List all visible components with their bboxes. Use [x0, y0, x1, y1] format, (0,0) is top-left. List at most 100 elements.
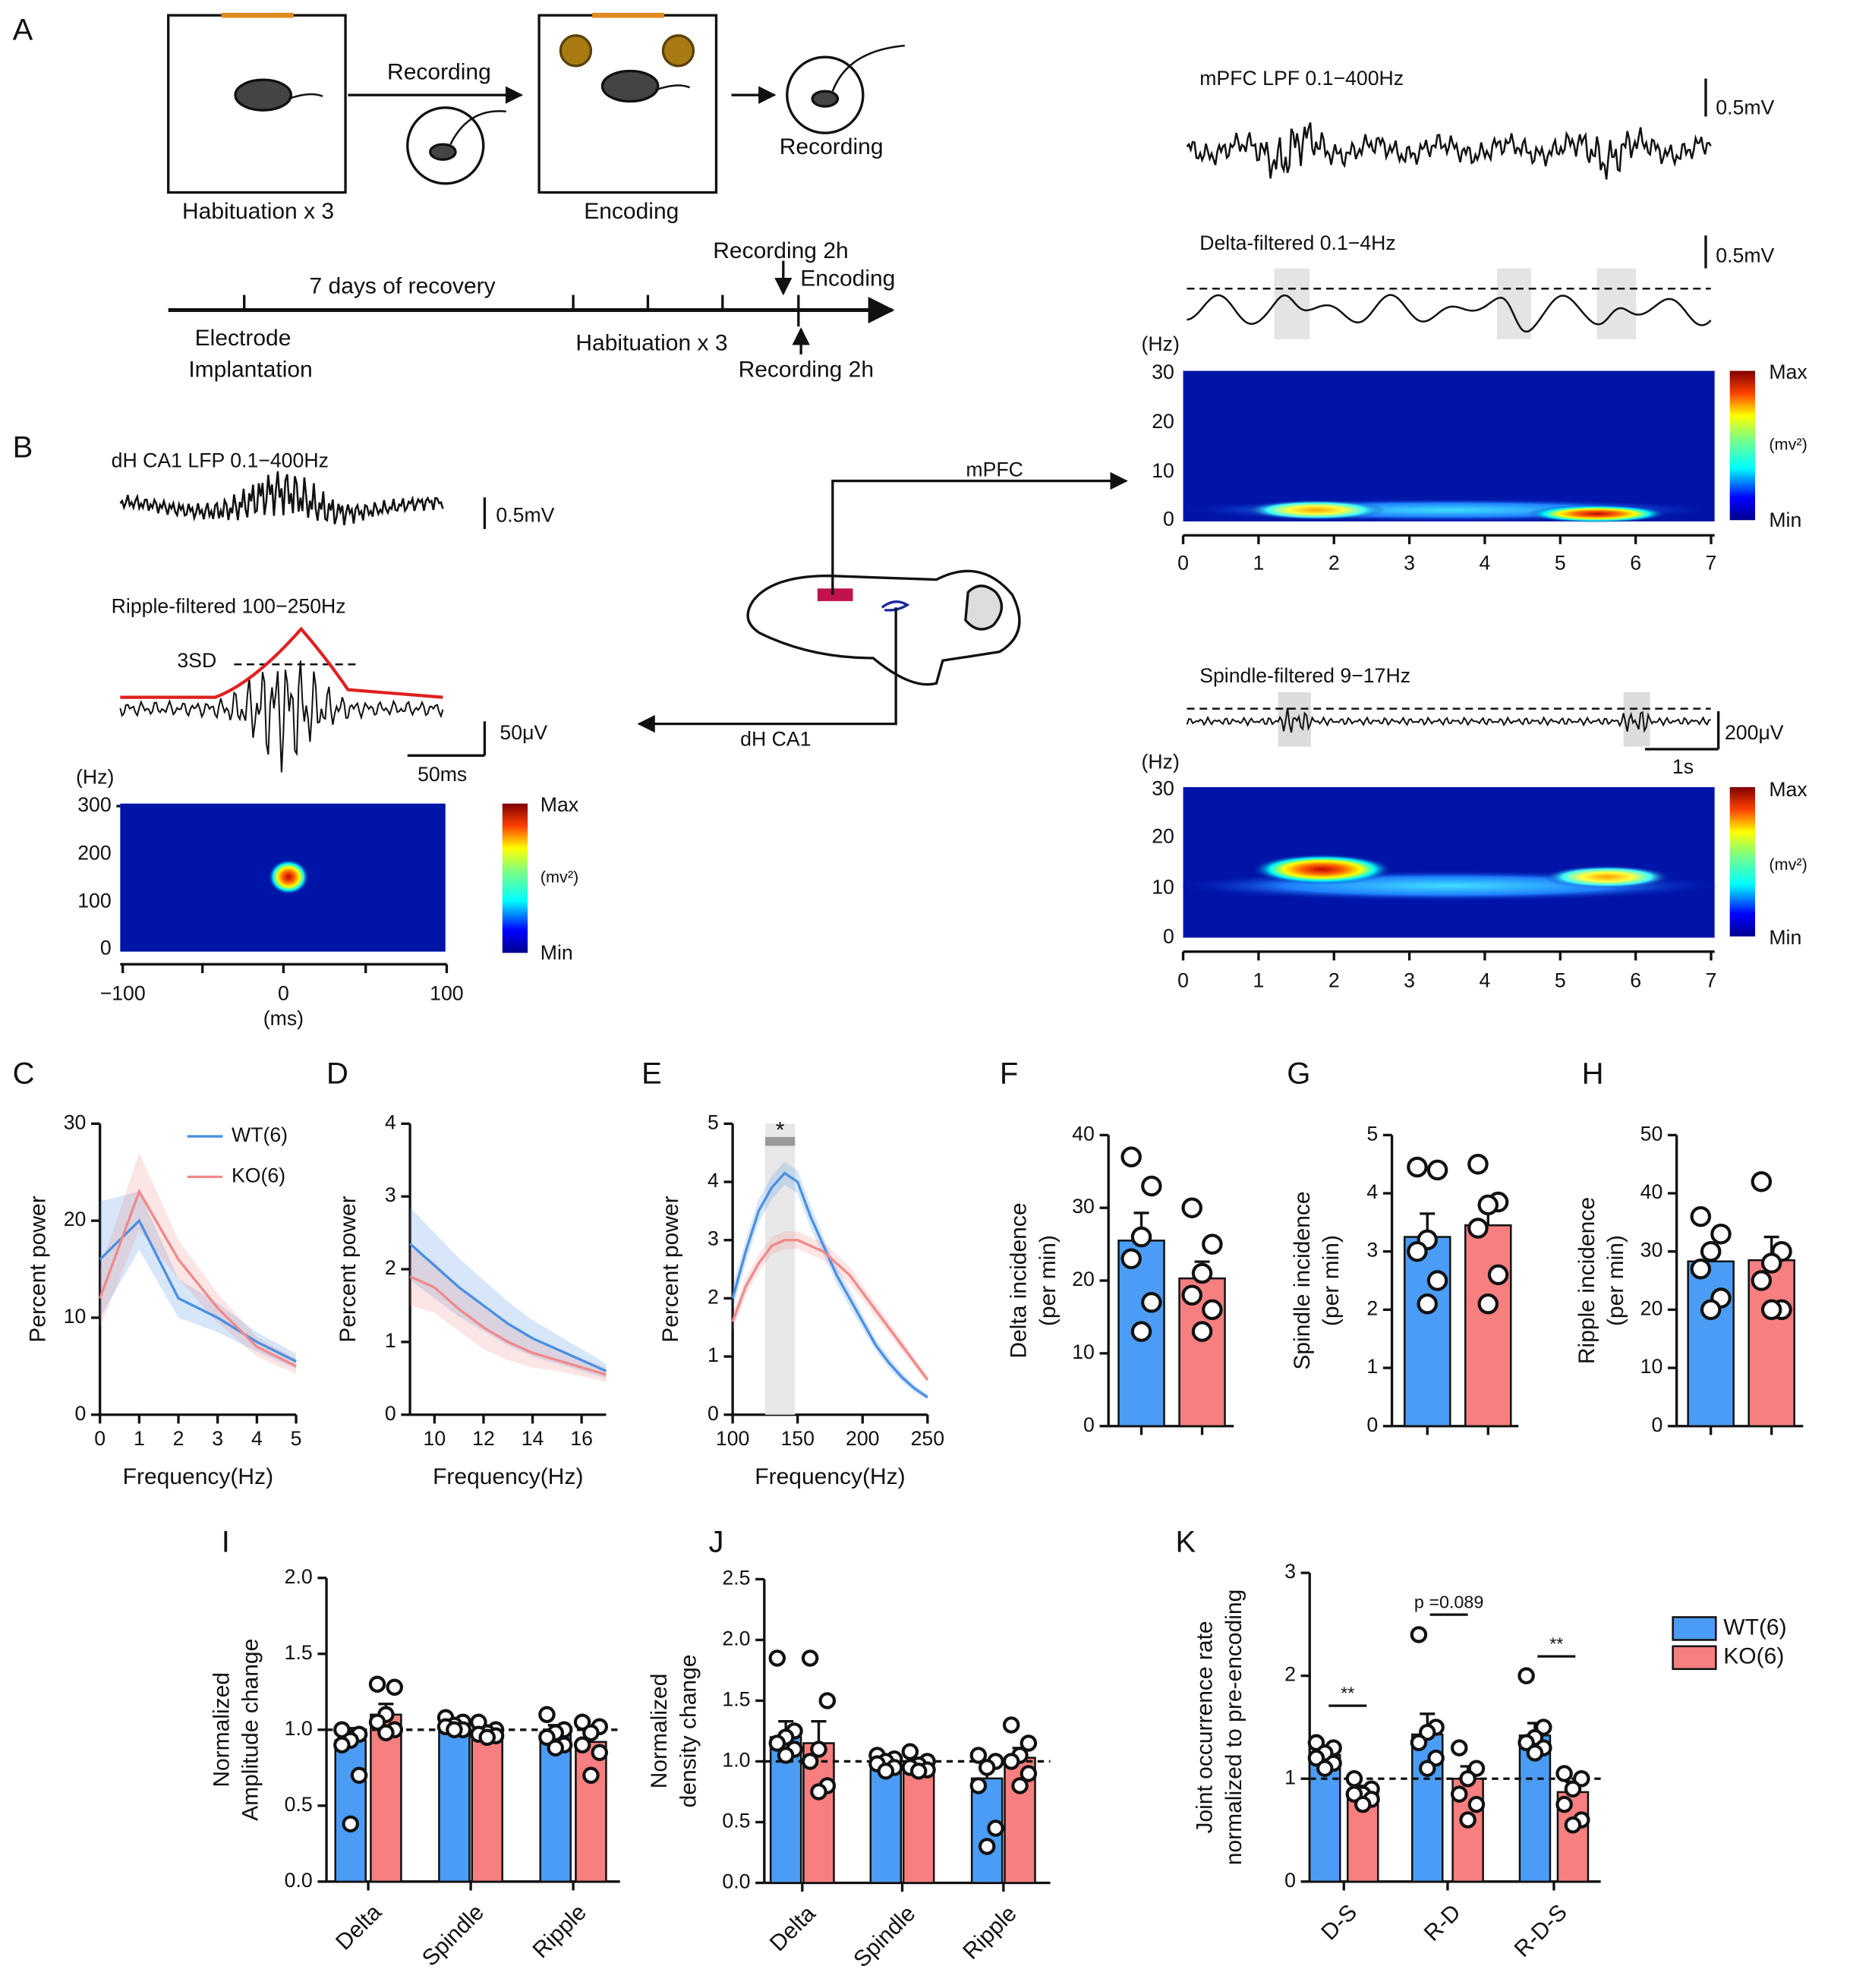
data-point	[1191, 1321, 1213, 1342]
label: K	[1176, 1525, 1196, 1558]
data-point	[1410, 1626, 1428, 1643]
y-tick-label: 2.5	[722, 1566, 750, 1589]
y-tick-label: 1	[1284, 1766, 1296, 1788]
label: 0.5mV	[1716, 96, 1774, 119]
bar	[575, 1741, 607, 1883]
label: Max	[1769, 778, 1807, 801]
label: Frequency(Hz)	[433, 1464, 583, 1489]
data-point	[810, 1741, 827, 1758]
y-tick-label: 0	[1366, 1413, 1378, 1436]
label: **	[1341, 1683, 1354, 1703]
label: 3	[1404, 969, 1415, 992]
data-point	[1020, 1765, 1038, 1782]
y-tick-label: 2	[708, 1285, 719, 1308]
data-point	[573, 1736, 591, 1754]
data-point	[1526, 1744, 1544, 1762]
data-point	[1690, 1205, 1712, 1227]
label: Spindle-filtered 9−17Hz	[1199, 664, 1410, 687]
data-point	[768, 1734, 786, 1752]
label: Percent power	[336, 1196, 361, 1342]
y-tick-label: 2	[1284, 1663, 1296, 1686]
line	[99, 1218, 297, 1363]
data-point	[1002, 1753, 1020, 1770]
data-point	[1518, 1667, 1535, 1684]
data-point	[1760, 1252, 1782, 1274]
y-tick-label: 2.0	[722, 1627, 750, 1649]
label: 1s	[1672, 755, 1694, 778]
legend-label: KO(6)	[232, 1164, 285, 1186]
label: H	[1582, 1057, 1604, 1091]
label: *	[776, 1117, 785, 1142]
label: **	[1549, 1634, 1563, 1653]
y-tick-label: 0	[708, 1402, 719, 1425]
data-point	[591, 1744, 609, 1762]
label: mPFC	[966, 458, 1023, 480]
y-tick-label: 20	[64, 1208, 87, 1230]
data-point	[969, 1777, 988, 1794]
label: 10	[1152, 875, 1174, 898]
y-tick-label: 3	[385, 1183, 396, 1206]
data-point	[801, 1649, 819, 1667]
y-tick-label: 3	[1366, 1239, 1378, 1262]
label: (per min)	[1603, 1235, 1628, 1326]
label: Max	[1769, 361, 1807, 383]
data-point	[1459, 1811, 1477, 1829]
y-tick-label: 1.5	[722, 1688, 750, 1711]
line	[408, 1243, 607, 1372]
label: 100	[430, 981, 463, 1004]
ripple-envelope	[120, 626, 443, 699]
label: 1	[1253, 552, 1264, 575]
label: Ripple-filtered 100−250Hz	[112, 594, 346, 617]
label: density change	[676, 1655, 701, 1808]
label: 2	[1328, 552, 1340, 575]
y-tick-label: 0	[385, 1402, 396, 1425]
label: 0	[278, 981, 289, 1004]
data-point	[1141, 1292, 1162, 1313]
label: G	[1287, 1057, 1310, 1091]
line	[731, 1171, 928, 1399]
data-point	[538, 1728, 556, 1747]
x-tick-label: 12	[472, 1427, 495, 1450]
data-point	[1181, 1284, 1202, 1306]
data-point	[1419, 1760, 1436, 1777]
y-tick-label: 2.0	[285, 1565, 313, 1588]
label: p =0.089	[1414, 1592, 1483, 1612]
label: normalized to pre-encoding	[1221, 1589, 1246, 1866]
data-point	[978, 1759, 996, 1776]
data-point	[1407, 1240, 1428, 1262]
y-tick-label: 1	[385, 1329, 396, 1352]
y-tick-label: 20	[1640, 1296, 1663, 1319]
x-tick-label: D-S	[1316, 1900, 1362, 1945]
data-point	[1555, 1765, 1573, 1782]
data-point	[1316, 1760, 1334, 1777]
bar	[539, 1731, 572, 1883]
label: 0	[1177, 552, 1189, 575]
x-tick-label: Ripple	[528, 1900, 591, 1963]
data-point	[582, 1766, 600, 1785]
y-tick-label: 0	[1284, 1869, 1296, 1892]
y-tick-label: 40	[1072, 1122, 1095, 1145]
label: (mv²)	[1769, 855, 1807, 874]
data-point	[1202, 1233, 1223, 1255]
label: Percent power	[658, 1196, 683, 1342]
x-tick-label: 150	[780, 1427, 814, 1450]
error-band	[733, 1231, 928, 1384]
label: Encoding	[584, 199, 679, 224]
bar	[471, 1731, 504, 1883]
bar	[438, 1724, 471, 1883]
data-point	[1011, 1777, 1029, 1794]
label: 2	[1328, 969, 1340, 992]
y-tick-label: 0.5	[722, 1810, 750, 1832]
x-tick-label: Spindle	[418, 1900, 489, 1971]
y-tick-label: 10	[64, 1305, 87, 1328]
y-tick-label: 30	[1640, 1239, 1663, 1262]
label: dH CA1 LFP 0.1−400Hz	[112, 449, 329, 472]
y-tick-label: 5	[708, 1111, 719, 1133]
label: Percent power	[26, 1196, 51, 1342]
x-tick-label: Delta	[765, 1901, 821, 1956]
label: Min	[1769, 509, 1801, 531]
data-point	[1191, 1262, 1213, 1284]
label: 6	[1630, 552, 1641, 575]
y-tick-label: 3	[708, 1227, 719, 1250]
label: Delta-filtered 0.1−4Hz	[1199, 232, 1396, 254]
